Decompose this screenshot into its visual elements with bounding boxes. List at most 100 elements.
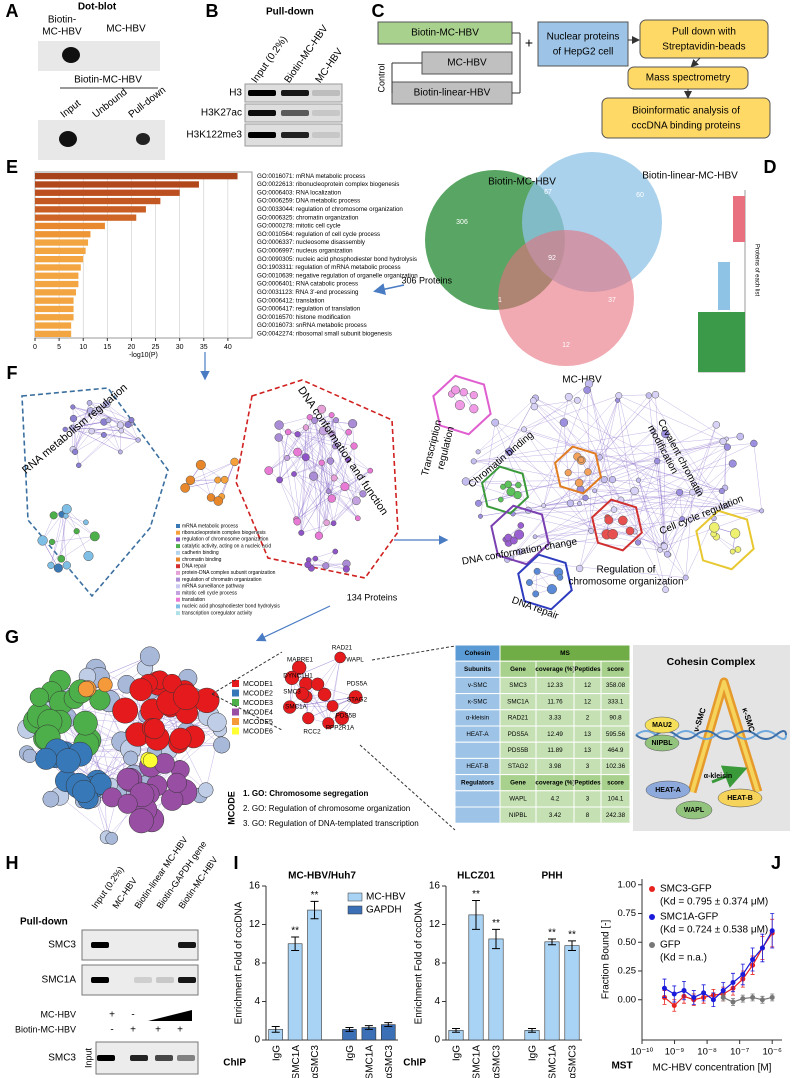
legend-label: MCODE1 xyxy=(243,681,273,688)
sign: + xyxy=(177,1025,183,1036)
label: Pull down with xyxy=(672,27,736,38)
label: Biotin-linear-HBV xyxy=(414,88,491,99)
legend-swatch xyxy=(176,584,180,589)
node xyxy=(625,526,635,536)
row-label: H3K122me3 xyxy=(186,130,242,141)
edge xyxy=(509,451,668,555)
node xyxy=(588,528,594,534)
table-cell xyxy=(454,741,501,759)
bar xyxy=(35,231,91,238)
label: α-kleisin xyxy=(704,773,732,780)
point xyxy=(759,945,765,951)
term-label: GO:0016071: mRNA metabolic process xyxy=(257,173,365,180)
edge xyxy=(653,430,693,493)
table-text: 90.8 xyxy=(609,715,622,722)
table-text: 104.1 xyxy=(608,796,624,803)
point xyxy=(730,999,736,1005)
table-text: score xyxy=(607,779,624,786)
node xyxy=(86,400,93,406)
edge xyxy=(72,410,97,450)
node xyxy=(76,462,82,469)
legend-swatch xyxy=(176,604,180,609)
table-text: STAG2 xyxy=(508,763,529,770)
edge xyxy=(72,427,121,453)
edge xyxy=(634,441,724,532)
legend-swatch xyxy=(176,611,180,616)
panel-label: J xyxy=(771,853,781,873)
table-text: α-kleisin xyxy=(466,715,490,722)
band xyxy=(281,132,309,138)
table-text: Regulators xyxy=(461,779,494,786)
node xyxy=(328,412,335,419)
edge xyxy=(699,463,733,492)
node xyxy=(662,586,669,593)
band xyxy=(312,110,340,116)
table-text: 3 xyxy=(586,796,590,803)
label: Streptavidin-beads xyxy=(662,42,745,53)
cluster-outline xyxy=(21,387,169,598)
y-tick-label: 0 xyxy=(434,1035,440,1046)
node xyxy=(345,428,352,436)
edge xyxy=(507,394,656,560)
node xyxy=(22,748,37,763)
cluster-label: RNA metabolism regulation xyxy=(20,382,130,477)
node xyxy=(532,534,538,540)
bar xyxy=(35,197,161,205)
node xyxy=(454,400,465,411)
point xyxy=(769,994,775,1000)
node xyxy=(600,476,608,484)
legend-swatch xyxy=(232,727,239,735)
edge xyxy=(318,430,324,536)
cluster-outline xyxy=(235,379,399,579)
legend-swatch xyxy=(232,718,239,725)
legend-label: regulation of chromatin organization xyxy=(182,577,262,583)
edge xyxy=(108,420,121,453)
node xyxy=(47,561,55,569)
edge xyxy=(663,446,728,545)
x-tick-label: αSMC3 xyxy=(384,1045,395,1078)
edge xyxy=(473,436,741,462)
edge xyxy=(330,460,357,501)
legend-swatch xyxy=(232,680,239,687)
band xyxy=(281,90,309,96)
edge xyxy=(328,657,341,724)
node xyxy=(546,584,557,595)
legend-swatch xyxy=(176,564,180,569)
count: 92 xyxy=(548,255,556,262)
edge xyxy=(685,492,693,578)
node xyxy=(173,683,200,711)
legend-swatch xyxy=(176,524,180,528)
significance: ** xyxy=(492,918,500,929)
row-label: H3K27ac xyxy=(201,108,242,119)
node xyxy=(350,442,358,450)
y-tick-label: 0.75 xyxy=(618,908,637,919)
edge xyxy=(71,427,74,450)
point xyxy=(701,990,707,996)
node xyxy=(312,555,319,562)
edge xyxy=(655,394,727,440)
node xyxy=(144,718,165,740)
node xyxy=(117,449,123,455)
node xyxy=(475,449,481,455)
set-label: MC-HBV xyxy=(562,375,602,386)
node xyxy=(264,466,274,476)
edge xyxy=(289,696,356,708)
point xyxy=(730,980,736,985)
node xyxy=(736,432,745,441)
term-label: GO:0006259: DNA metabolic process xyxy=(257,198,360,205)
legend-label: translation xyxy=(182,597,205,603)
y-tick-label: 0.00 xyxy=(618,994,637,1005)
node xyxy=(750,439,758,448)
legend-swatch xyxy=(176,597,180,602)
edge xyxy=(297,477,335,522)
row-label: H3 xyxy=(229,88,242,99)
node xyxy=(332,548,339,555)
edge xyxy=(617,400,639,543)
node xyxy=(117,793,138,814)
edge xyxy=(289,696,356,708)
term-label: GO:0006412: translation xyxy=(257,297,325,304)
node xyxy=(53,563,63,573)
node xyxy=(729,548,736,555)
band xyxy=(312,90,340,96)
edge xyxy=(534,400,578,407)
